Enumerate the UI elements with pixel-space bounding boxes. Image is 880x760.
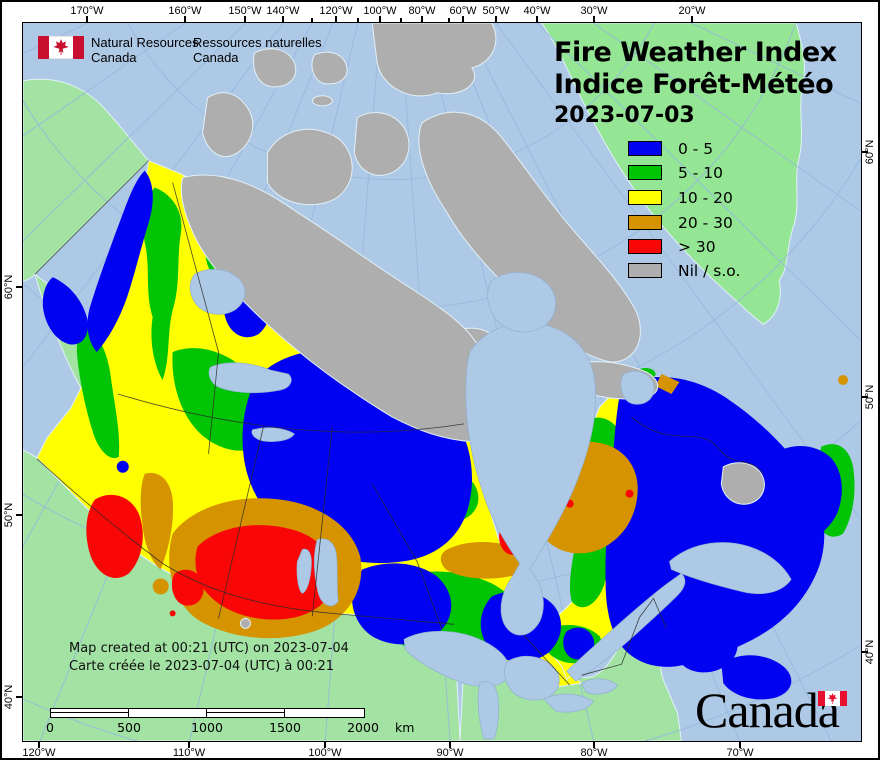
axis-tick [184, 16, 186, 22]
nrcan-flag-icon [38, 36, 84, 59]
map-note-en: Map created at 00:21 (UTC) on 2023-07-04 [69, 641, 349, 656]
axis-tick [691, 16, 693, 22]
axis-tick [400, 18, 402, 22]
legend-label: 10 - 20 [678, 189, 733, 207]
axis-tick [16, 514, 22, 516]
legend-label: 0 - 5 [678, 140, 714, 158]
axis-tick [536, 16, 538, 22]
arctic-nil-region [180, 23, 765, 629]
map-title-fr: Indice Forêt-Météo [554, 69, 834, 100]
axis-label-bottom: 70°W [726, 747, 754, 759]
map-frame: Natural Resources Canada Ressources natu… [22, 22, 862, 742]
axis-tick [311, 18, 313, 22]
map-note: Map created at 00:21 (UTC) on 2023-07-04… [69, 640, 349, 676]
legend-label: > 30 [678, 238, 716, 256]
scale-bar-segment [129, 709, 207, 717]
axis-tick [862, 151, 868, 153]
scale-bar-segment [285, 709, 363, 717]
axis-label-left: 60°N [3, 274, 15, 300]
legend-swatch-20-30 [628, 215, 662, 230]
axis-tick [357, 18, 359, 22]
axis-label-top: 40°W [523, 5, 551, 17]
axis-tick [244, 16, 246, 22]
axis-tick [862, 651, 868, 653]
axis-tick [593, 742, 595, 748]
axis-label-top: 60°W [449, 5, 477, 17]
scale-bar [50, 708, 365, 718]
scale-bar-segment [207, 709, 285, 717]
axis-label-left: 40°N [3, 684, 15, 710]
axis-tick [448, 18, 450, 22]
axis-tick [449, 742, 451, 748]
scale-label: 2000 [347, 720, 379, 735]
scale-label: 500 [117, 720, 141, 735]
scale-label: 0 [46, 720, 54, 735]
legend-swatch-nil [628, 263, 662, 278]
map-title-block: Fire Weather Index Indice Forêt-Météo 20… [554, 37, 837, 131]
axis-label-bottom: 110°W [172, 747, 206, 759]
axis-label-bottom: 120°W [22, 747, 56, 759]
axis-tick [16, 696, 22, 698]
legend: 0 - 5 5 - 10 10 - 20 20 - 30 > 30 Nil / … [628, 140, 828, 290]
axis-label-top: 80°W [408, 5, 436, 17]
axis-tick [593, 16, 595, 22]
scale-label: 1500 [269, 720, 301, 735]
foreign-landmass [23, 23, 805, 741]
legend-swatch-10-20 [628, 190, 662, 205]
legend-label: 5 - 10 [678, 164, 724, 182]
map-title-en: Fire Weather Index [554, 37, 837, 68]
agency-fr-line2: Canada [193, 49, 239, 65]
axis-label-left: 50°N [3, 502, 15, 528]
scale-bar-segment [51, 709, 129, 717]
map-note-fr: Carte créée le 2023-07-04 (UTC) à 00:21 [69, 659, 334, 674]
axis-tick [16, 286, 22, 288]
fwi-regions [36, 159, 855, 700]
axis-tick [282, 16, 284, 22]
axis-label-top: 150°W [228, 5, 262, 17]
axis-tick [38, 742, 40, 748]
scale-unit: km [395, 720, 415, 735]
map-date: 2023-07-03 [554, 103, 695, 128]
legend-label: Nil / s.o. [678, 262, 741, 280]
province-borders [34, 160, 764, 686]
axis-label-top: 160°W [168, 5, 202, 17]
axis-tick [324, 742, 326, 748]
axis-label-top: 100°W [363, 5, 397, 17]
axis-label-top: 30°W [580, 5, 608, 17]
lakes [189, 269, 792, 740]
axis-label-bottom: 90°W [436, 747, 464, 759]
axis-tick [86, 16, 88, 22]
axis-tick [188, 742, 190, 748]
agency-en-line1: Natural Resources [91, 35, 199, 50]
axis-label-top: 120°W [319, 5, 353, 17]
axis-tick [862, 396, 868, 398]
axis-tick [421, 16, 423, 22]
fwi-map [23, 23, 861, 741]
agency-en-line2: Canada [91, 49, 137, 65]
axis-label-top: 50°W [482, 5, 510, 17]
legend-swatch-0-5 [628, 141, 662, 156]
axis-tick [495, 16, 497, 22]
agency-name-fr: Ressources naturelles Canada [193, 35, 322, 65]
axis-label-top: 170°W [70, 5, 104, 17]
legend-swatch-gt-30 [628, 239, 662, 254]
axis-label-top: 140°W [266, 5, 300, 17]
axis-tick [379, 16, 381, 22]
wordmark-flag-icon [818, 691, 847, 706]
axis-label-bottom: 80°W [580, 747, 608, 759]
axis-label-bottom: 100°W [308, 747, 342, 759]
legend-swatch-5-10 [628, 165, 662, 180]
agency-fr-line1: Ressources naturelles [193, 35, 322, 50]
axis-tick [462, 16, 464, 22]
agency-name-en: Natural Resources Canada [91, 35, 199, 65]
canada-wordmark: Canada [695, 682, 840, 738]
legend-label: 20 - 30 [678, 214, 733, 232]
scale-label: 1000 [191, 720, 223, 735]
axis-tick [335, 16, 337, 22]
axis-tick [739, 742, 741, 748]
axis-label-top: 20°W [678, 5, 706, 17]
